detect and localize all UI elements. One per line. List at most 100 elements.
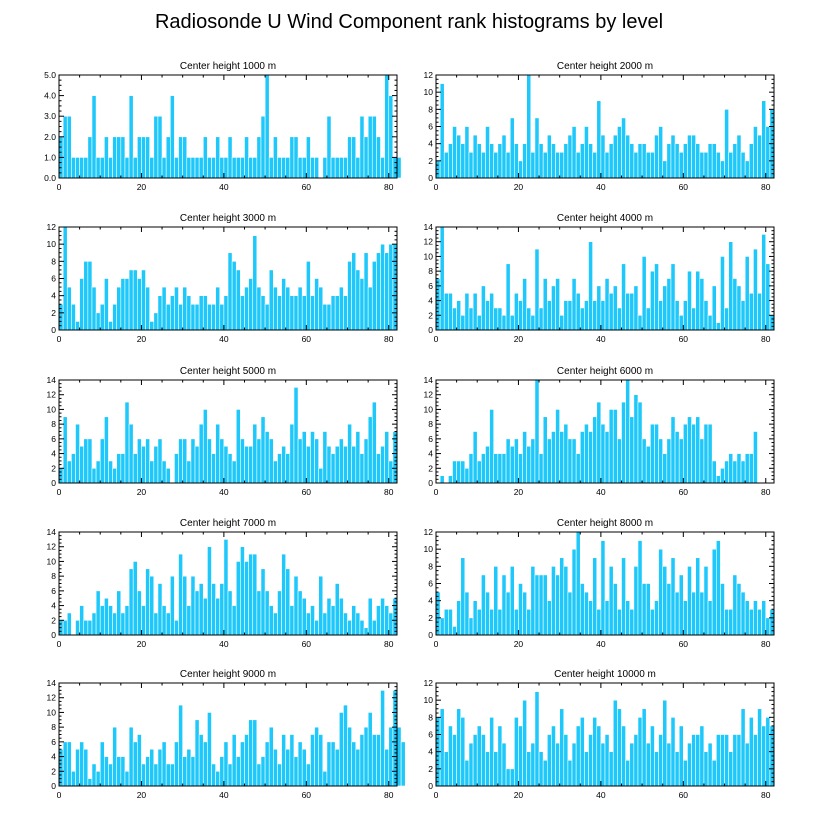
histogram-bar	[161, 741, 167, 787]
histogram-bar	[355, 157, 361, 179]
panel-title: Center height 9000 m	[180, 669, 276, 680]
histogram-bar	[612, 583, 618, 636]
histogram-bar	[608, 143, 614, 179]
histogram-bar	[456, 708, 462, 787]
histogram-bar	[273, 286, 278, 331]
histogram-bar	[273, 460, 278, 484]
histogram-bar	[310, 295, 315, 331]
histogram-bar	[256, 286, 262, 331]
histogram-bar	[75, 619, 80, 636]
histogram-bar	[165, 303, 171, 331]
histogram-bar	[207, 303, 212, 331]
histogram-bar	[75, 423, 80, 484]
figure-title: Radiosonde U Wind Component rank histogr…	[155, 11, 663, 33]
histogram-bar	[728, 608, 734, 636]
histogram-bar	[137, 734, 142, 787]
histogram-bar	[95, 312, 101, 331]
histogram-bar	[211, 157, 216, 179]
histogram-bar	[66, 741, 72, 787]
histogram-bar	[301, 157, 307, 179]
histogram-bar	[371, 734, 377, 787]
y-tick-label: 14	[424, 222, 434, 232]
histogram-bar	[514, 717, 519, 787]
histogram-bar	[732, 734, 738, 787]
histogram-bar	[641, 143, 647, 179]
histogram-bar	[343, 612, 348, 636]
x-tick-label: 60	[679, 487, 689, 497]
histogram-bar	[248, 719, 254, 787]
histogram-bar	[485, 300, 490, 331]
x-tick-label: 60	[302, 639, 312, 649]
histogram-bar	[347, 136, 352, 179]
histogram-bar	[575, 292, 581, 331]
panel-title: Center height 8000 m	[557, 518, 653, 529]
panel-5: Center height 5000 m 0 2 4 6 8 10 12 14 0 20 40 60 80	[47, 366, 398, 497]
histogram-bar	[534, 574, 540, 636]
histogram-bar	[505, 151, 511, 179]
panels-group: Center height 1000 m 0.0 1.0 2.0 3.0 4.0 5.0 0 2…	[44, 61, 775, 800]
histogram-bar	[198, 583, 204, 636]
histogram-bar	[248, 278, 254, 331]
histogram-bar	[215, 597, 221, 636]
histogram-bar	[161, 157, 167, 179]
histogram-bar	[526, 445, 532, 484]
histogram-bar	[182, 438, 188, 484]
histogram-bar	[687, 416, 692, 484]
histogram-bar	[75, 321, 80, 331]
histogram-bar	[472, 431, 478, 484]
histogram-bar	[153, 115, 159, 179]
x-tick-label: 40	[596, 790, 606, 800]
histogram-bar	[493, 751, 499, 787]
y-tick-label: 6	[428, 434, 433, 444]
histogram-bar	[186, 605, 192, 636]
histogram-bar	[301, 295, 307, 331]
histogram-bar	[765, 263, 771, 331]
histogram-bar	[678, 438, 684, 484]
x-tick-label: 0	[57, 182, 62, 192]
histogram-bar	[724, 307, 729, 331]
histogram-bar	[485, 591, 490, 636]
y-tick-label: 8	[51, 256, 56, 266]
x-tick-label: 0	[434, 790, 439, 800]
histogram-bar	[563, 143, 569, 179]
histogram-bar	[306, 136, 311, 179]
x-tick-label: 60	[679, 182, 689, 192]
histogram-bar	[736, 134, 742, 179]
y-tick-label: 0.0	[44, 173, 56, 183]
histogram-bar	[174, 157, 179, 179]
histogram-bar	[728, 151, 734, 179]
y-tick-label: 0	[428, 781, 433, 791]
y-tick-label: 4	[51, 291, 56, 301]
histogram-bar	[223, 157, 229, 179]
histogram-bar	[567, 134, 573, 179]
histogram-bar	[476, 143, 482, 179]
histogram-bar	[489, 608, 495, 636]
histogram-bar	[120, 453, 126, 484]
histogram-bar	[724, 734, 729, 787]
histogram-bar	[367, 712, 373, 787]
histogram-bar	[489, 717, 495, 787]
histogram-bar	[281, 553, 287, 636]
histogram-bar	[207, 712, 212, 787]
histogram-bar	[695, 416, 701, 484]
histogram-bar	[277, 590, 282, 636]
histogram-bar	[744, 742, 750, 787]
histogram-bar	[674, 751, 680, 787]
histogram-bar	[534, 691, 540, 787]
histogram-bar	[464, 759, 470, 787]
histogram-bar	[687, 742, 692, 787]
histogram-bar	[538, 574, 544, 636]
histogram-bar	[293, 575, 299, 636]
histogram-bar	[608, 409, 614, 484]
histogram-bar	[380, 597, 385, 636]
histogram-bar	[359, 619, 365, 636]
histogram-bar	[744, 160, 750, 179]
histogram-bar	[753, 600, 758, 636]
histogram-bar	[396, 726, 402, 787]
histogram-bar	[481, 285, 486, 331]
histogram-bar	[178, 553, 183, 636]
histogram-bar	[198, 157, 204, 179]
histogram-bar	[169, 575, 175, 636]
histogram-bar	[66, 286, 72, 331]
histogram-bar	[497, 608, 503, 636]
